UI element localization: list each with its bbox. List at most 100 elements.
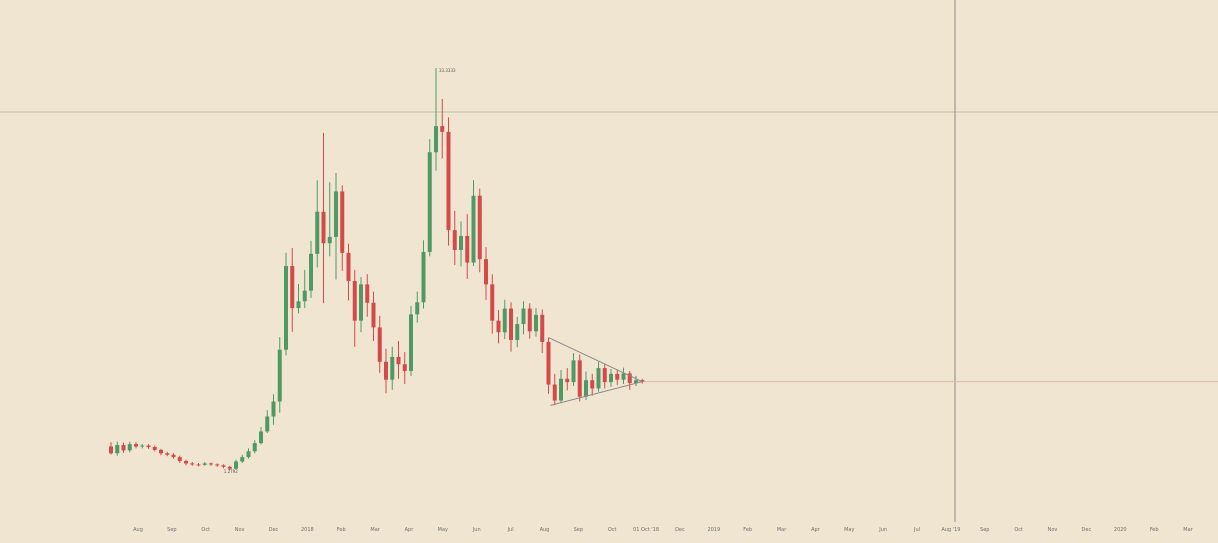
candle-body: [209, 463, 213, 465]
candle-body: [109, 446, 113, 454]
candle-body: [521, 308, 526, 325]
x-tick-label: Jul: [913, 527, 920, 533]
candle-body: [421, 251, 426, 303]
candle-body: [190, 463, 195, 465]
x-tick-label: May: [438, 527, 448, 533]
candle-body: [296, 301, 301, 309]
candle-body: [171, 454, 176, 458]
candle-body: [302, 290, 307, 302]
x-tick-label: Oct: [1014, 527, 1023, 533]
x-tick-label: Aug: [133, 527, 143, 533]
candle-body: [477, 195, 482, 260]
candle-body: [602, 368, 607, 383]
candle-body: [615, 373, 620, 380]
candle-body: [390, 356, 395, 380]
candle-body: [246, 451, 251, 458]
candle-body: [259, 431, 263, 444]
candle-body: [540, 314, 545, 342]
x-tick-label: Sep: [167, 527, 176, 533]
crosshair: [0, 0, 1218, 522]
candle-body: [459, 235, 463, 250]
candle-body: [515, 324, 520, 341]
candle-body: [321, 211, 326, 244]
candle-body: [334, 191, 338, 237]
candle-body: [202, 463, 207, 465]
candle-body: [121, 445, 126, 451]
candle-body: [446, 131, 451, 231]
candle-body: [434, 126, 438, 153]
x-tick-label: 2018: [301, 527, 314, 533]
candle-body: [527, 308, 532, 332]
x-tick-label: Feb: [337, 527, 346, 533]
candle-body: [371, 302, 376, 328]
candle-body: [221, 465, 226, 467]
candle-body: [640, 380, 645, 382]
candle-body: [590, 380, 595, 389]
x-tick-label: 2020: [1114, 527, 1127, 533]
candle-body: [377, 327, 382, 362]
x-tick-label: Jun: [878, 527, 887, 533]
candle-body: [559, 378, 563, 401]
candle-body: [565, 378, 570, 383]
candle-body: [634, 380, 638, 384]
candle-body: [596, 368, 601, 389]
x-tick-label: Oct: [608, 527, 617, 533]
candle-body: [284, 265, 288, 350]
x-tick-label: Sep: [574, 527, 583, 533]
x-tick-label: Feb: [1150, 527, 1159, 533]
x-tick-label: Dec: [675, 527, 685, 533]
candle-body: [609, 373, 613, 383]
candle-body: [577, 360, 582, 397]
candle-body: [509, 308, 513, 341]
candle-body: [452, 230, 457, 250]
x-tick-label: Mar: [370, 527, 380, 533]
candle-body: [252, 443, 257, 452]
candle-body: [146, 445, 151, 447]
x-tick-label: Oct: [201, 527, 210, 533]
candle-body: [227, 466, 232, 469]
x-tick-label: Dec: [1082, 527, 1092, 533]
x-tick-label: Jun: [472, 527, 481, 533]
candle-body: [352, 280, 357, 321]
candle-body: [152, 446, 157, 450]
candle-body: [402, 364, 407, 371]
candle-body: [290, 265, 295, 309]
candle-body: [165, 453, 170, 455]
candle-body: [627, 373, 632, 384]
x-tick-label: Jul: [507, 527, 514, 533]
candle-body: [471, 195, 476, 263]
candle-body: [309, 253, 313, 291]
triangle-pattern: [548, 337, 644, 406]
candle-body: [490, 284, 495, 321]
candle-body: [484, 259, 488, 285]
x-axis: Aug Sep Oct Nov Dec 2018 Feb Mar Apr May Jun Jul Aug…: [133, 527, 1194, 533]
x-tick-label: Nov: [1048, 527, 1058, 533]
candle-body: [115, 445, 120, 454]
x-tick-label: Aug: [540, 527, 550, 533]
x-tick-label: Dec: [269, 527, 279, 533]
candle-body: [234, 461, 238, 469]
x-tick-label: Sep: [980, 527, 989, 533]
candle-body: [159, 449, 163, 454]
x-tick-label: Mar: [777, 527, 787, 533]
candle-body: [621, 373, 626, 380]
candle-body: [265, 416, 270, 432]
candle-body: [346, 252, 351, 281]
candle-body: [271, 401, 276, 417]
x-tick-label: Aug '19: [941, 527, 960, 533]
price-labels: 33.3333 1.2792: [224, 68, 456, 474]
candle-body: [546, 341, 551, 385]
x-tick-label: Apr: [405, 527, 415, 533]
x-tick-label: Nov: [235, 527, 245, 533]
x-tick-label: 01 Oct '18: [633, 527, 659, 533]
candle-body: [140, 445, 145, 447]
x-tick-label: Feb: [743, 527, 752, 533]
candle-body: [177, 457, 182, 462]
candles: [109, 68, 645, 471]
candle-body: [327, 236, 332, 244]
candle-body: [184, 461, 188, 464]
candle-body: [584, 380, 588, 397]
candle-body: [534, 314, 538, 332]
